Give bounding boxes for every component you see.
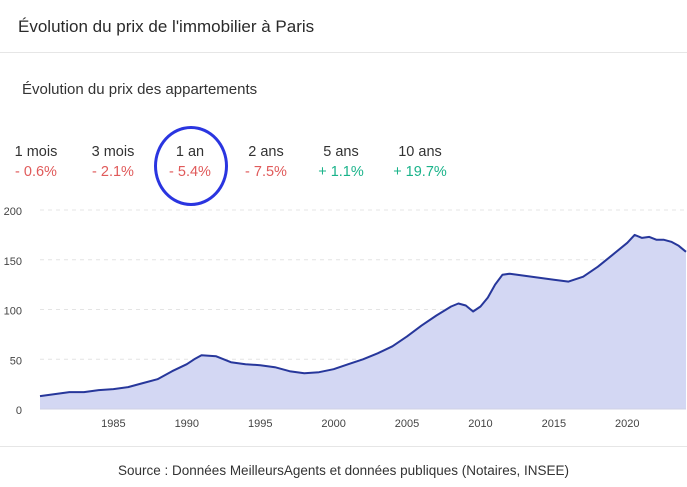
period-label: 3 mois	[91, 144, 135, 160]
x-tick-label: 2010	[468, 418, 492, 430]
period-value: - 0.6%	[15, 164, 57, 180]
period-label: 2 ans	[248, 144, 284, 160]
highlight-circle	[154, 126, 228, 206]
x-tick-label: 2020	[615, 418, 639, 430]
x-tick-label: 1985	[101, 418, 125, 430]
period-label: 10 ans	[398, 144, 442, 160]
period-label: 5 ans	[323, 144, 359, 160]
divider	[0, 446, 687, 447]
chart-subtitle: Évolution du prix des appartements	[22, 81, 258, 98]
price-line	[39, 233, 687, 398]
price-chart: 0 50 100 150 200 1985 1990 1995 2000 2005 2010 2015…	[4, 206, 687, 430]
x-tick-label: 2000	[321, 418, 345, 430]
period-5[interactable]: 10 ans + 19.7%	[380, 144, 460, 180]
period-value: + 1.1%	[318, 164, 364, 180]
y-tick-label: 0	[16, 405, 22, 417]
area-fill	[40, 234, 686, 409]
x-tick-label: 1995	[248, 418, 272, 430]
y-tick-label: 50	[10, 355, 22, 367]
y-tick-label: 100	[4, 306, 22, 318]
source-note: Source : Données MeilleursAgents et donn…	[118, 463, 569, 478]
y-tick-label: 200	[4, 206, 22, 218]
x-tick-label: 1990	[175, 418, 199, 430]
period-value: + 19.7%	[393, 164, 447, 180]
period-0[interactable]: 1 mois - 0.6%	[0, 144, 76, 180]
period-4[interactable]: 5 ans + 1.1%	[301, 144, 381, 180]
y-tick-label: 150	[4, 256, 22, 268]
x-tick-label: 2015	[542, 418, 566, 430]
page-title: Évolution du prix de l'immobilier à Pari…	[18, 17, 315, 36]
x-tick-label: 2005	[395, 418, 419, 430]
period-label: 1 mois	[14, 144, 58, 160]
period-1[interactable]: 3 mois - 2.1%	[73, 144, 153, 180]
period-value: - 2.1%	[92, 164, 134, 180]
header-bar: Évolution du prix de l'immobilier à Pari…	[0, 0, 687, 53]
period-3[interactable]: 2 ans - 7.5%	[226, 144, 306, 180]
period-value: - 7.5%	[245, 164, 287, 180]
